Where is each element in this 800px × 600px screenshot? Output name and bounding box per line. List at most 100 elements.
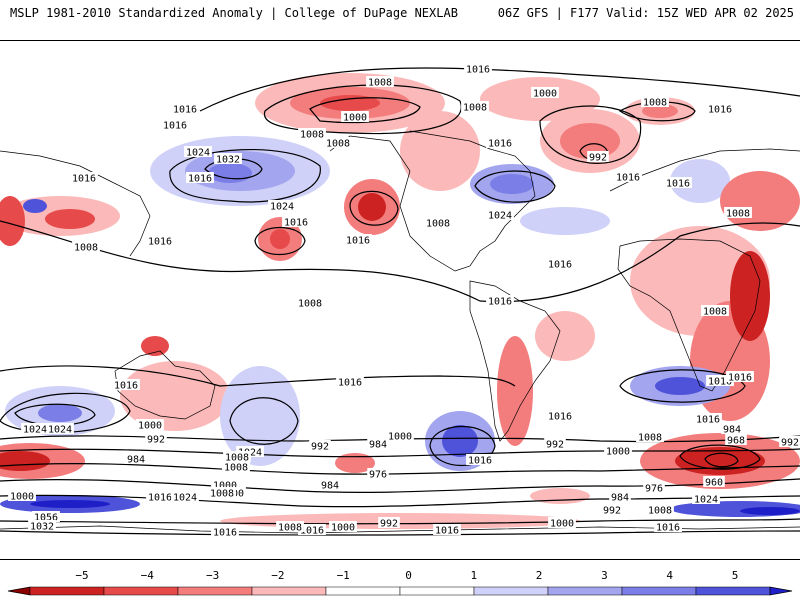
contour-label-bg <box>614 171 642 182</box>
coast-australia <box>114 350 216 420</box>
contour-label: 1016 <box>466 65 490 76</box>
contour-label-bg <box>587 151 609 162</box>
contour-label-bg <box>531 87 559 98</box>
contour-label-bg <box>223 451 251 462</box>
contour-label-bg <box>298 128 326 139</box>
contour-label-bg <box>211 526 239 537</box>
contour-label-bg <box>28 520 56 531</box>
contour-label-bg <box>324 137 352 148</box>
contour-label: 1000 <box>138 421 162 432</box>
contour-label: 1016 <box>188 174 212 185</box>
contour-label: 1016 <box>696 415 720 426</box>
map-title: MSLP 1981-2010 Standardized Anomaly | Co… <box>10 6 458 20</box>
isobar-1000-so <box>0 448 800 458</box>
contour-label-bg <box>214 153 242 164</box>
shade-neg-antarctic <box>220 513 580 529</box>
contour-label: 1016 <box>488 139 512 150</box>
contour-label-bg <box>386 430 414 441</box>
contour-label-bg <box>367 438 389 449</box>
contour-label-bg <box>692 493 720 504</box>
contour-label: 1024 <box>48 425 72 436</box>
isobar-1016-spac2 <box>429 425 496 467</box>
contour-label: 1016 <box>666 179 690 190</box>
contour-label-bg <box>546 410 574 421</box>
contour-label-bg <box>726 371 754 382</box>
contour-label: 1016 <box>616 173 640 184</box>
colorbar-tick-label: 5 <box>732 569 739 582</box>
contour-label: 1032 <box>30 522 54 533</box>
isobar-1000-aleutian <box>309 97 421 124</box>
contour-label-bg <box>145 433 167 444</box>
contour-label-bg <box>341 111 369 122</box>
colorbar-tick-label: 3 <box>601 569 608 582</box>
contour-label: 1024 <box>488 211 512 222</box>
contour-label-bg <box>601 504 623 515</box>
contour-label-bg <box>171 103 199 114</box>
colorbar-segment <box>695 586 771 596</box>
contour-label: 984 <box>611 493 629 504</box>
colorbar-segment <box>325 586 401 596</box>
isobar-1024-npac <box>169 149 321 203</box>
shade-pos-ant-east-core <box>740 507 800 515</box>
contour-label: 1016 <box>114 381 138 392</box>
contour-label-bg <box>464 63 492 74</box>
contour-label-bg <box>703 476 725 487</box>
isobar-1016-subtrop-s <box>0 365 516 387</box>
contour-label-bg <box>701 305 729 316</box>
isobar-1008-greenland <box>539 105 642 164</box>
contour-label: 1008 <box>210 489 234 500</box>
contour-label: 1016 <box>548 260 572 271</box>
contour-label-bg <box>21 423 49 434</box>
contour-label: 1008 <box>225 453 249 464</box>
contour-label: 1000 <box>343 113 367 124</box>
colorbar-segment <box>177 586 253 596</box>
contour-label-bg <box>208 487 236 498</box>
contour-label: 1016 <box>338 378 362 389</box>
isobar-1024-eus <box>474 170 556 203</box>
contour-label: 1016 <box>148 493 172 504</box>
contour-label: 1016 <box>728 373 752 384</box>
contour-label: 1016 <box>548 412 572 423</box>
contour-label: 1008 <box>643 98 667 109</box>
contour-label: 1016 <box>346 236 370 247</box>
isobar-1016-ant <box>0 530 800 536</box>
contour-label-bg <box>70 172 98 183</box>
contour-label: 1000 <box>388 432 412 443</box>
contour-label-bg <box>336 376 364 387</box>
contour-label: 1016 <box>72 174 96 185</box>
shade-pos-sio-core <box>38 404 82 422</box>
shade-neg-africa-east <box>730 251 770 341</box>
contour-label: 1008 <box>648 506 672 517</box>
shade-pos-atl <box>520 207 610 235</box>
isobar-1016-cpac <box>254 227 306 255</box>
contour-label: 1008 <box>638 433 662 444</box>
contour-label-bg <box>268 200 296 211</box>
contour-label: 1000 <box>331 523 355 534</box>
contour-label: 1008 <box>300 130 324 141</box>
contour-label: 1008 <box>74 243 98 254</box>
contour-label: 1008 <box>326 139 350 150</box>
contour-label: 1016 <box>488 297 512 308</box>
contour-label: 1016 <box>148 237 172 248</box>
isobar-1008-so <box>0 435 800 443</box>
contour-label: 1000 <box>606 447 630 458</box>
contour-label-bg <box>779 436 800 447</box>
contour-label-bg <box>486 137 514 148</box>
contour-label: 1024 <box>186 148 210 159</box>
contour-label-bg <box>546 258 574 269</box>
contour-label: 976 <box>369 470 387 481</box>
contour-label: 1032 <box>216 155 240 166</box>
shade-pos-eus-core <box>490 174 534 194</box>
contour-label: 1016 <box>708 105 732 116</box>
contour-label: 1016 <box>173 105 197 116</box>
contour-label-bg <box>282 216 310 227</box>
contour-label: 1000 <box>550 519 574 530</box>
contour-label-bg <box>424 217 452 228</box>
contour-label-bg <box>378 517 400 528</box>
contour-label-bg <box>298 524 326 535</box>
contour-label: 1008 <box>298 299 322 310</box>
coast-north-america <box>329 130 536 272</box>
contour-label-bg <box>125 453 147 464</box>
contour-label: 1008 <box>224 463 248 474</box>
colorbar-segment <box>621 586 697 596</box>
